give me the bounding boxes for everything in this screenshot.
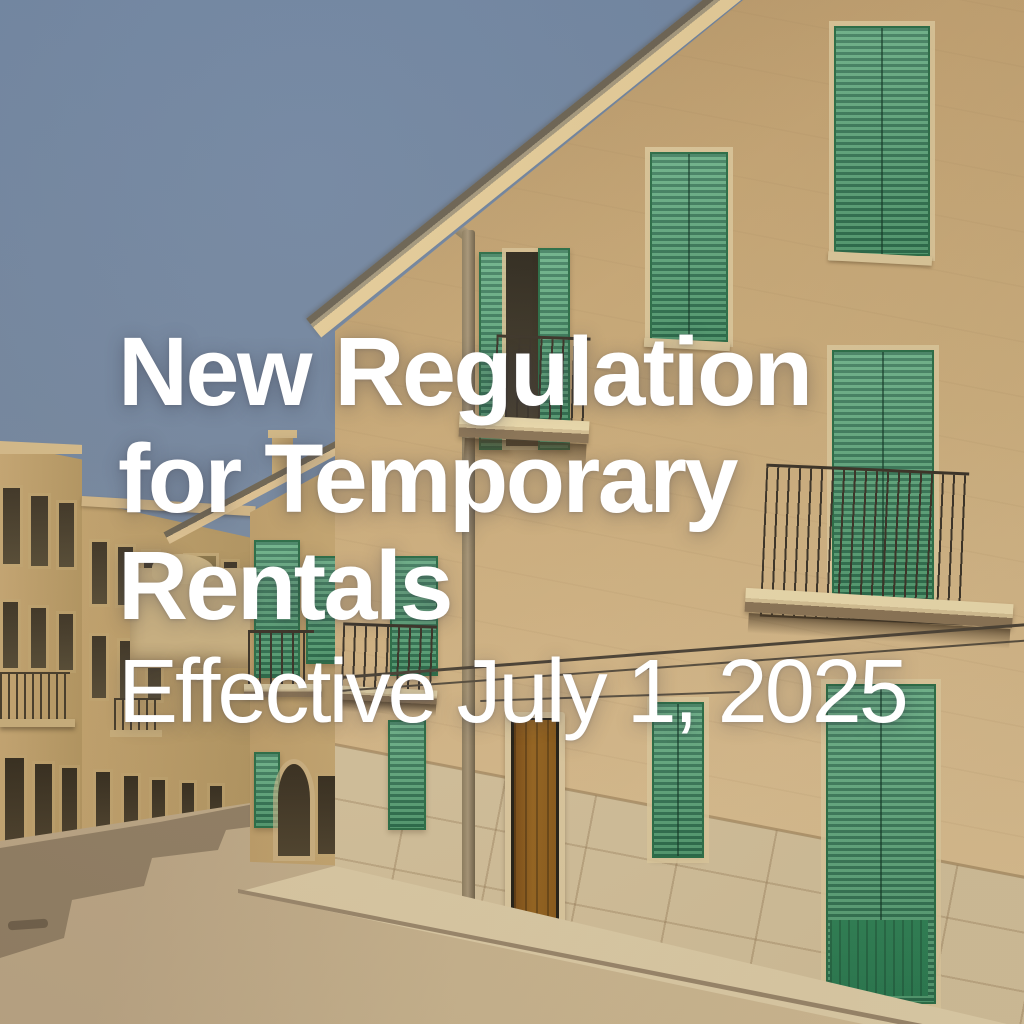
window-shutter (834, 26, 930, 256)
window (118, 547, 133, 605)
arched-doorway (278, 764, 310, 856)
window (59, 614, 73, 670)
text-overlay: New Regulation for Temporary Rentals Eff… (118, 318, 1024, 746)
headline-line: New Regulation (118, 317, 813, 426)
building-cornice (0, 441, 82, 454)
doorway (318, 776, 338, 854)
window-shutter (254, 752, 280, 828)
balcony-railing (0, 672, 70, 723)
doorway (96, 772, 110, 832)
balcony-slab (244, 684, 322, 697)
shuttered-door (826, 684, 936, 1004)
subtitle: Effective July 1, 2025 (118, 642, 909, 742)
balcony-slab (110, 730, 162, 737)
window-shutter (652, 702, 704, 858)
doorway (35, 764, 52, 846)
entrance-door (514, 720, 556, 918)
rain-gutter-downpipe (462, 230, 475, 902)
shutter-bottom-panel (830, 920, 928, 996)
headline-line: Rentals (118, 531, 453, 640)
window (92, 542, 107, 604)
window (31, 496, 48, 566)
window (31, 608, 46, 668)
window (3, 488, 20, 564)
ruined-parapet (152, 554, 214, 584)
window-shutter (650, 152, 728, 342)
window (3, 602, 18, 668)
headline-line: for Temporary (118, 424, 738, 533)
balcony-slab (0, 719, 75, 727)
window-shutter (388, 720, 426, 830)
doorway (5, 758, 24, 846)
doorway (62, 768, 77, 844)
window (59, 503, 74, 567)
doorway (124, 776, 138, 832)
chimney-cap (268, 430, 297, 438)
window (92, 636, 106, 698)
ruined-parapet (130, 568, 270, 668)
